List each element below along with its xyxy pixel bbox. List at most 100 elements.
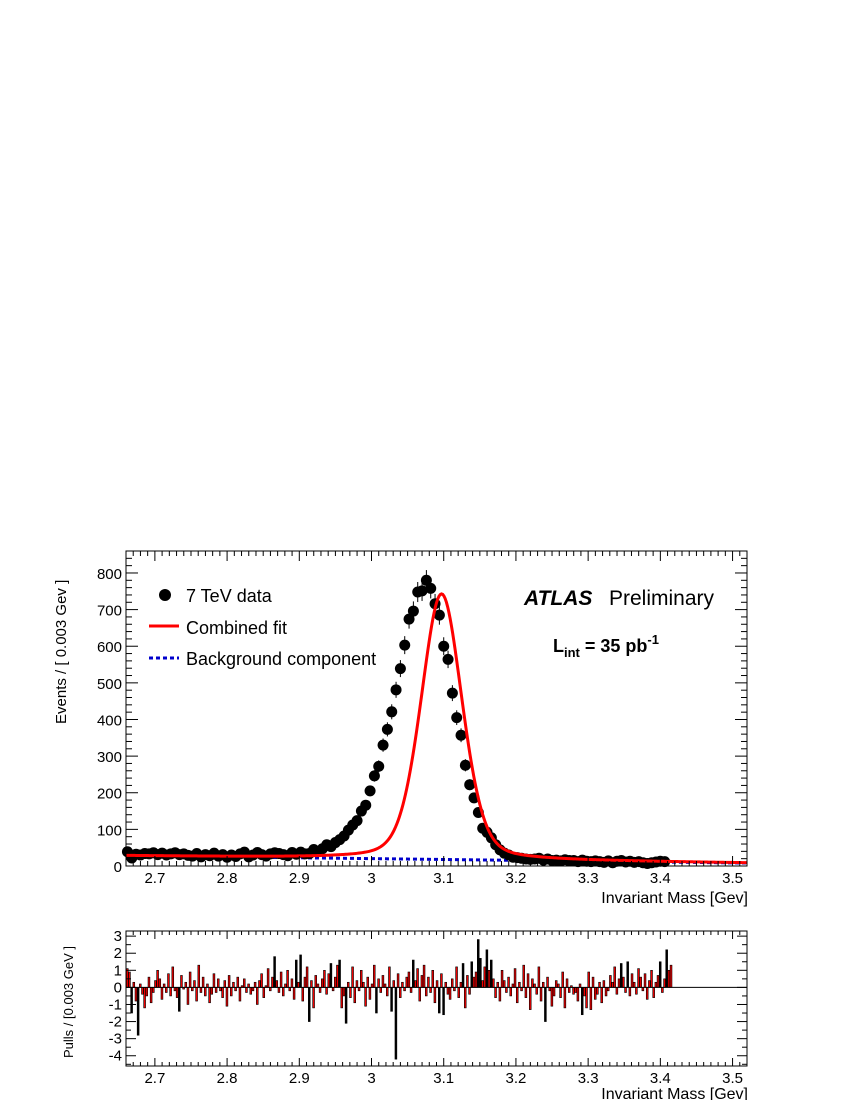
pull-bar xyxy=(223,980,227,988)
pull-bar xyxy=(195,987,198,1002)
y-tick-label: 700 xyxy=(97,603,122,620)
pull-bar xyxy=(321,978,324,988)
pull-bar xyxy=(139,983,142,988)
pull-y-tick-label: -2 xyxy=(109,1014,122,1031)
x-tick-label: 3 xyxy=(367,870,375,887)
combined-fit-curve xyxy=(125,592,748,865)
lumi-value: = 35 pb xyxy=(580,636,648,656)
pull-x-tick-label: 2.7 xyxy=(144,1070,165,1087)
pull-bar xyxy=(236,976,240,988)
pull-bar xyxy=(247,983,250,988)
pull-bar xyxy=(180,975,183,988)
pull-bar xyxy=(305,966,309,988)
data-point xyxy=(420,574,432,586)
pull-bar xyxy=(188,971,192,988)
pull-bar xyxy=(593,987,597,1000)
pull-bar xyxy=(383,983,387,988)
pull-bar xyxy=(528,987,532,1010)
pull-bar xyxy=(154,980,157,988)
pull-bar xyxy=(455,966,458,988)
pull-bar xyxy=(537,966,541,988)
pull-bar xyxy=(492,978,495,988)
pull-bar xyxy=(567,987,571,993)
pull-bar xyxy=(279,971,283,988)
pull-bar xyxy=(368,987,372,1000)
y-tick-label: 100 xyxy=(97,822,122,839)
pull-bar xyxy=(463,987,467,1009)
pull-bar xyxy=(158,978,162,988)
pull-bar xyxy=(450,978,454,988)
pull-bar xyxy=(513,968,517,988)
pull-bar xyxy=(470,961,473,988)
pull-bar xyxy=(277,987,281,993)
pull-bar xyxy=(271,976,274,988)
pull-bar xyxy=(232,981,235,988)
pull-bar xyxy=(316,983,320,988)
pull-bar xyxy=(334,976,337,988)
main-chart-panel: 2.7 2.8 2.9 3 3.1 3.2 3.3 3.4 3.5 0 100 200 300 400 5… xyxy=(53,550,748,907)
pull-bar xyxy=(355,980,359,988)
pull-bar xyxy=(446,987,450,995)
pull-bar xyxy=(520,987,523,992)
data-point xyxy=(381,723,393,735)
pull-bar xyxy=(572,987,575,995)
pull-bar xyxy=(360,969,363,988)
pull-bar xyxy=(318,987,322,993)
pull-bar xyxy=(212,973,216,988)
x-tick-label: 3.2 xyxy=(506,870,527,887)
data-point xyxy=(377,739,389,751)
pull-bar xyxy=(258,980,261,988)
pull-bar xyxy=(160,987,164,1000)
pull-bar xyxy=(262,987,266,998)
pull-bar xyxy=(502,980,506,988)
pull-bar xyxy=(136,987,140,1036)
pull-bar xyxy=(340,987,343,1009)
pull-x-tick-label: 3.5 xyxy=(722,1070,743,1087)
data-point xyxy=(455,729,467,741)
pull-bar xyxy=(399,987,402,998)
pull-bar xyxy=(433,987,437,1004)
combined-fit-line xyxy=(125,592,748,865)
pull-bar xyxy=(624,987,627,993)
pull-y-axis-label: Pulls / [0.003 GeV ] xyxy=(61,946,76,1058)
pull-bar xyxy=(487,969,491,988)
pull-bar xyxy=(665,949,668,988)
pull-bar xyxy=(357,987,361,992)
y-tick-label: 600 xyxy=(97,639,122,656)
pull-bar xyxy=(429,987,432,993)
pull-bar xyxy=(344,987,348,1024)
legend-label-background: Background component xyxy=(186,649,376,669)
pull-bar xyxy=(282,987,285,997)
pull-bar xyxy=(143,987,146,1009)
data-point xyxy=(442,653,454,665)
pull-x-ticks: 2.7 2.8 2.9 3 3.1 3.2 3.3 3.4 3.5 xyxy=(125,931,748,1087)
pull-bar xyxy=(489,959,493,988)
pull-bar xyxy=(204,987,207,997)
x-tick-label: 3.5 xyxy=(722,870,743,887)
pull-bar xyxy=(440,973,443,988)
pull-y-tick-label: -4 xyxy=(109,1048,122,1065)
pull-bar xyxy=(483,966,486,988)
pull-bar xyxy=(515,987,519,1004)
pull-bar xyxy=(217,978,220,988)
pull-bar xyxy=(496,981,499,988)
pull-bar xyxy=(613,966,616,988)
y-tick-label: 400 xyxy=(97,712,122,729)
pull-bar xyxy=(193,980,196,988)
pull-bar xyxy=(128,971,131,988)
pull-bar xyxy=(509,987,512,997)
pull-bar xyxy=(405,976,408,988)
pull-bar xyxy=(598,981,601,988)
pull-bar xyxy=(628,987,632,997)
pull-bar xyxy=(578,983,582,988)
pull-bar xyxy=(134,987,138,1002)
pull-bar xyxy=(485,949,489,988)
pull-bar xyxy=(297,981,300,988)
pull-bar xyxy=(658,961,662,988)
pull-bar xyxy=(663,978,666,988)
pull-bar xyxy=(301,987,304,1002)
pull-bar xyxy=(461,963,465,988)
data-point xyxy=(394,663,406,675)
pull-bar xyxy=(126,968,129,988)
